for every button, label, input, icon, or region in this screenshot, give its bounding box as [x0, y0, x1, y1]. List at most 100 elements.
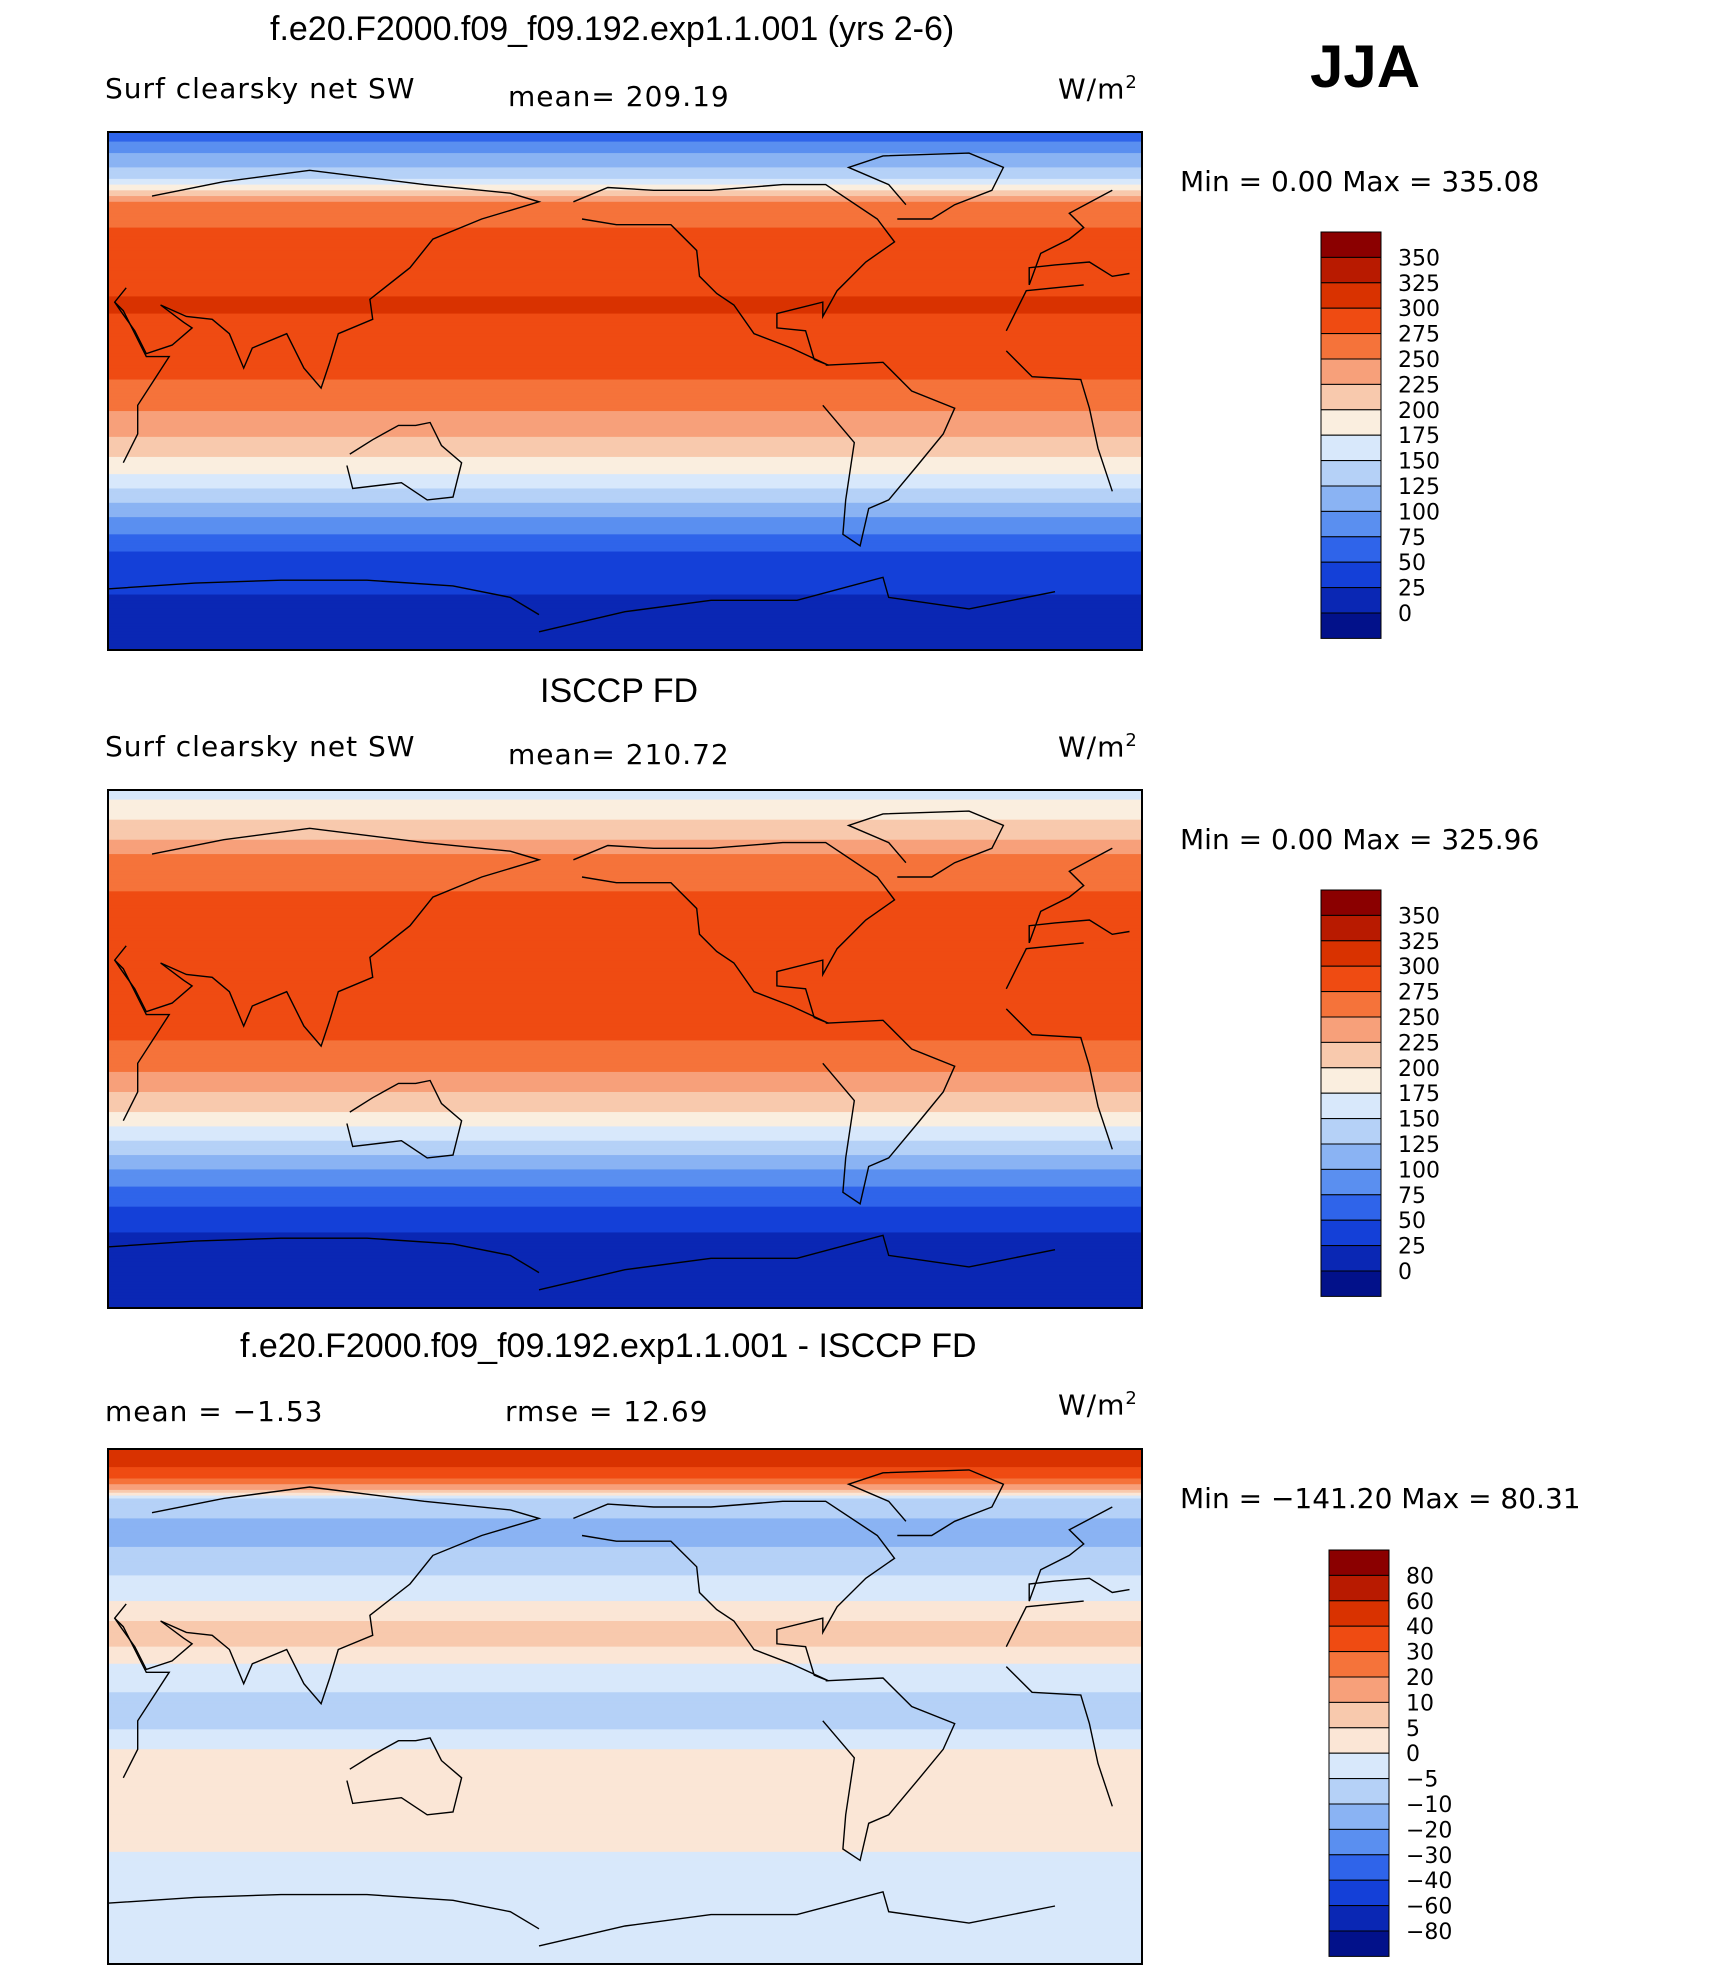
- map-lat-band: [109, 1948, 1141, 1953]
- map-lat-band: [109, 1195, 1141, 1199]
- colorbar-box: [1320, 612, 1382, 639]
- map-lat-band: [109, 1286, 1141, 1291]
- map-lat-band: [109, 1814, 1141, 1819]
- map-lat-band: [109, 1166, 1141, 1170]
- colorbar-tick-label: 225: [1398, 1031, 1440, 1056]
- map-lat-band: [109, 1186, 1141, 1191]
- map-lat-band: [109, 591, 1141, 596]
- map-lat-band: [109, 241, 1141, 246]
- map-lat-band: [109, 413, 1141, 418]
- map-lat-band: [109, 811, 1141, 815]
- map-lat-band: [109, 1903, 1141, 1907]
- map-lat-band: [109, 1249, 1141, 1254]
- map-lat-band: [109, 161, 1141, 166]
- map-lat-band: [109, 1826, 1141, 1830]
- map-lat-band: [109, 942, 1141, 947]
- map-lat-band: [109, 1467, 1141, 1471]
- map-lat-band: [109, 1914, 1141, 1918]
- map-lat-band: [109, 1621, 1141, 1625]
- antarctica-outline: [109, 1893, 540, 1930]
- map-lat-band: [109, 1817, 1141, 1822]
- map-lat-band: [109, 267, 1141, 272]
- map-lat-band: [109, 233, 1141, 237]
- map-lat-band: [109, 879, 1141, 884]
- map-lat-band: [109, 1266, 1141, 1271]
- map-lat-band: [109, 1638, 1141, 1642]
- colorbar-box: [1328, 1676, 1390, 1703]
- map-lat-band: [109, 977, 1141, 981]
- map-lat-band: [109, 1658, 1141, 1662]
- map-lat-band: [109, 640, 1141, 644]
- map-lat-band: [109, 1723, 1141, 1728]
- map-lat-band: [109, 1132, 1141, 1136]
- africa-outline: [114, 959, 171, 1122]
- map-lat-band: [109, 405, 1141, 409]
- map-lat-band: [109, 1829, 1141, 1833]
- map-lat-band: [109, 563, 1141, 567]
- colorbar-box: [1320, 460, 1382, 487]
- colorbar-tick-label: 325: [1398, 930, 1440, 955]
- map-lat-band: [109, 456, 1141, 461]
- map-lat-band: [109, 631, 1141, 636]
- map-lat-band: [109, 799, 1141, 804]
- map-lat-band: [109, 1097, 1141, 1102]
- map-lat-band: [109, 831, 1141, 835]
- map-lat-band: [109, 310, 1141, 315]
- map-lat-band: [109, 994, 1141, 998]
- map-lat-band: [109, 224, 1141, 229]
- map-lat-band: [109, 488, 1141, 492]
- map-lat-band: [109, 877, 1141, 881]
- panel1-map: [107, 131, 1143, 651]
- map-lat-band: [109, 1258, 1141, 1262]
- map-lat-band: [109, 583, 1141, 587]
- map-lat-band: [109, 319, 1141, 323]
- map-lat-band: [109, 1840, 1141, 1844]
- map-lat-band: [109, 908, 1141, 912]
- antarctica-outline: [538, 1234, 1056, 1291]
- map-lat-band: [109, 882, 1141, 887]
- map-lat-band: [109, 282, 1141, 286]
- map-lat-band: [109, 1589, 1141, 1594]
- map-lat-band: [109, 1203, 1141, 1208]
- north-america-outline: [573, 841, 896, 1024]
- map-lat-band: [109, 1031, 1141, 1036]
- map-lat-band: [109, 1786, 1141, 1790]
- colorbar-tick-label: 25: [1398, 1235, 1426, 1260]
- map-lat-band: [109, 1301, 1141, 1305]
- colorbar-box: [1320, 1092, 1382, 1120]
- map-lat-band: [109, 1794, 1141, 1799]
- panel1-variable: Surf clearsky net SW: [105, 72, 416, 105]
- map-lat-band: [109, 1026, 1141, 1030]
- colorbar-tick-label: 75: [1398, 526, 1426, 551]
- map-lat-band: [109, 1780, 1141, 1785]
- colorbar-box: [1328, 1574, 1390, 1602]
- map-lat-band: [109, 1129, 1141, 1133]
- map-lat-band: [109, 1304, 1141, 1307]
- greenland-outline: [846, 1469, 1005, 1537]
- map-lat-band: [109, 1243, 1141, 1248]
- map-lat-band: [109, 862, 1141, 867]
- map-lat-band: [109, 1583, 1141, 1588]
- map-lat-band: [109, 1581, 1141, 1585]
- map-lat-band: [109, 1524, 1141, 1528]
- map-lat-band: [109, 333, 1141, 338]
- map-lat-band: [109, 1006, 1141, 1010]
- map-lat-band: [109, 138, 1141, 143]
- map-lat-band: [109, 1455, 1141, 1460]
- map-lat-band: [109, 147, 1141, 151]
- map-lat-band: [109, 293, 1141, 297]
- map-lat-band: [109, 540, 1141, 544]
- map-lat-band: [109, 1238, 1141, 1242]
- map-lat-band: [109, 534, 1141, 538]
- map-lat-band: [109, 980, 1141, 984]
- map-lat-band: [109, 1911, 1141, 1916]
- map-lat-band: [109, 888, 1141, 892]
- map-lat-band: [109, 1820, 1141, 1824]
- colorbar-box: [1320, 358, 1382, 385]
- map-lat-band: [109, 459, 1141, 464]
- panel3-units-exp: 2: [1125, 1388, 1138, 1409]
- map-lat-band: [109, 1481, 1141, 1485]
- map-lat-band: [109, 600, 1141, 604]
- map-lat-band: [109, 1803, 1141, 1807]
- map-lat-band: [109, 1284, 1141, 1288]
